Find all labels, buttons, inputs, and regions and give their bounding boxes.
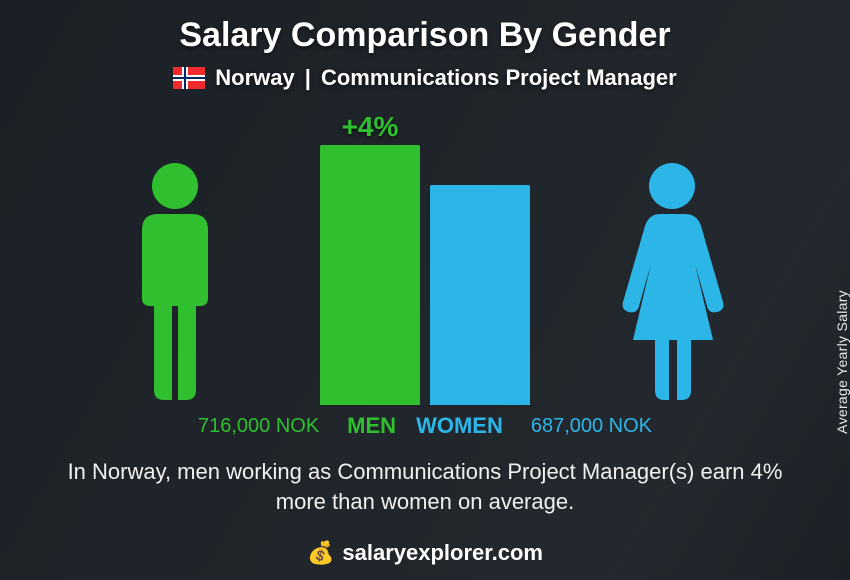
separator: |	[305, 65, 311, 91]
role-label: Communications Project Manager	[321, 65, 677, 91]
man-icon	[120, 160, 230, 405]
men-bar	[320, 145, 420, 405]
axis-labels: 716,000 NOK MEN WOMEN 687,000 NOK	[65, 413, 785, 439]
money-icon: 💰	[307, 540, 334, 566]
men-label: MEN	[347, 413, 396, 439]
footer: 💰 salaryexplorer.com	[0, 540, 850, 566]
norway-flag-icon	[173, 67, 205, 89]
woman-icon	[615, 160, 730, 405]
gender-salary-chart: +4% 716,000 NOK MEN WOMEN 687,000 NOK	[65, 109, 785, 439]
women-salary-value: 687,000 NOK	[531, 415, 652, 438]
country-label: Norway	[215, 65, 294, 91]
page-subtitle: Norway | Communications Project Manager	[0, 65, 850, 91]
footer-text: salaryexplorer.com	[342, 540, 543, 566]
y-axis-label: Average Yearly Salary	[834, 290, 850, 434]
page-title: Salary Comparison By Gender	[0, 0, 850, 55]
description-text: In Norway, men working as Communications…	[60, 457, 790, 516]
women-bar	[430, 185, 530, 405]
difference-label: +4%	[320, 111, 420, 143]
women-label: WOMEN	[416, 413, 503, 439]
men-salary-value: 716,000 NOK	[198, 415, 319, 438]
